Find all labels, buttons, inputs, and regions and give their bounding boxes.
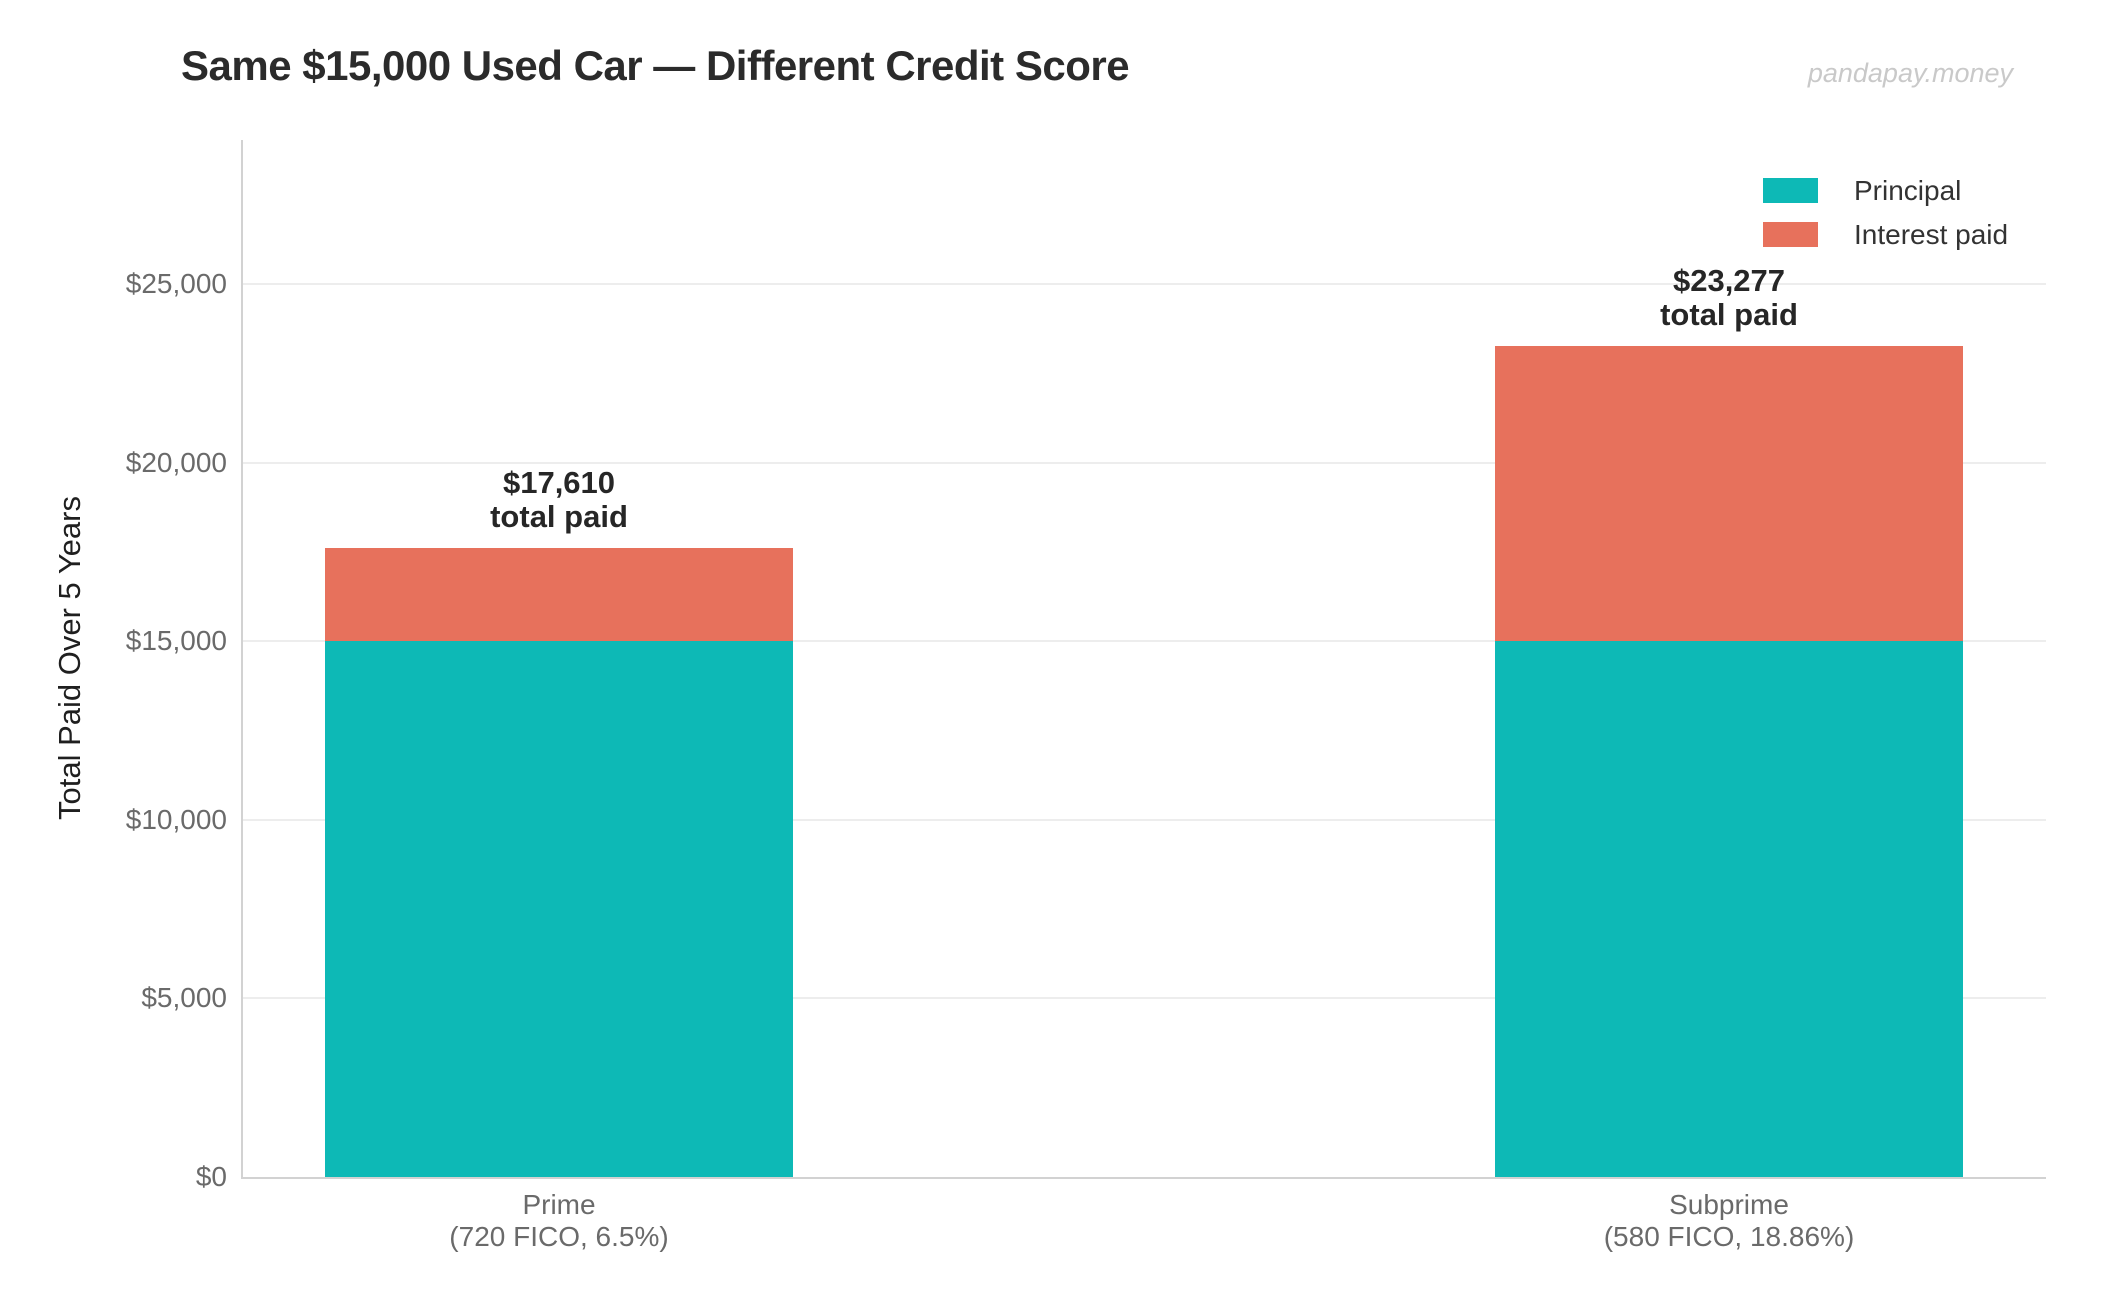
- bar-total-label-prime: $17,610 total paid: [325, 464, 793, 534]
- gridline-20000: [243, 461, 2046, 464]
- gridline-25000: [243, 283, 2046, 285]
- x-tick-label-prime: Prime (720 FICO, 6.5%): [299, 1189, 819, 1253]
- chart-title: Same $15,000 Used Car — Different Credit…: [181, 42, 1130, 89]
- x-tick-label-sub: (720 FICO, 6.5%): [449, 1221, 669, 1252]
- watermark: pandapay.money: [1807, 58, 2013, 88]
- x-axis-spine: [241, 1177, 2046, 1179]
- gridline-10000: [243, 818, 2046, 821]
- x-tick-label-main: Prime: [522, 1189, 596, 1220]
- x-tick-label-sub: (580 FICO, 18.86%): [1603, 1221, 1855, 1252]
- y-tick-label-20000: $20,000: [125, 446, 227, 478]
- bar-total-label-line: $17,610: [502, 464, 616, 500]
- bar-segment-interest-paid-subprime: [1495, 345, 1963, 642]
- bar-segment-interest-paid-prime: [325, 547, 793, 642]
- y-tick-label-15000: $15,000: [125, 625, 227, 657]
- x-tick-label-main: Subprime: [1669, 1189, 1789, 1220]
- legend-label: Principal: [1854, 174, 1962, 206]
- gridline-5000: [243, 997, 2046, 1000]
- y-axis-title: Total Paid Over 5 Years: [52, 496, 87, 820]
- bar-total-label-line: total paid: [490, 498, 628, 534]
- legend-label: Interest paid: [1854, 218, 2009, 250]
- y-tick-label-25000: $25,000: [125, 268, 227, 299]
- legend-swatch-interest-paid: [1763, 222, 1818, 247]
- bar-total-label-subprime: $23,277 total paid: [1495, 262, 1963, 332]
- y-axis-spine: [241, 140, 243, 1179]
- legend-item-interest-paid: Interest paid: [1763, 219, 2008, 250]
- legend-swatch-principal: [1763, 178, 1818, 203]
- gridline-15000: [243, 640, 2046, 643]
- bar-total-label-line: $23,277: [1672, 262, 1786, 298]
- y-tick-label-5000: $5,000: [141, 982, 227, 1014]
- bar-total-label-line: total paid: [1660, 296, 1798, 332]
- bar-segment-principal-subprime: [1495, 641, 1963, 1177]
- bar-segment-principal-prime: [325, 641, 793, 1177]
- legend-item-principal: Principal: [1763, 175, 2008, 206]
- y-tick-label-0: $0: [195, 1161, 227, 1192]
- y-tick-label-10000: $10,000: [125, 803, 227, 835]
- legend: Principal Interest paid: [1763, 175, 2008, 266]
- x-tick-label-subprime: Subprime (580 FICO, 18.86%): [1469, 1189, 1989, 1253]
